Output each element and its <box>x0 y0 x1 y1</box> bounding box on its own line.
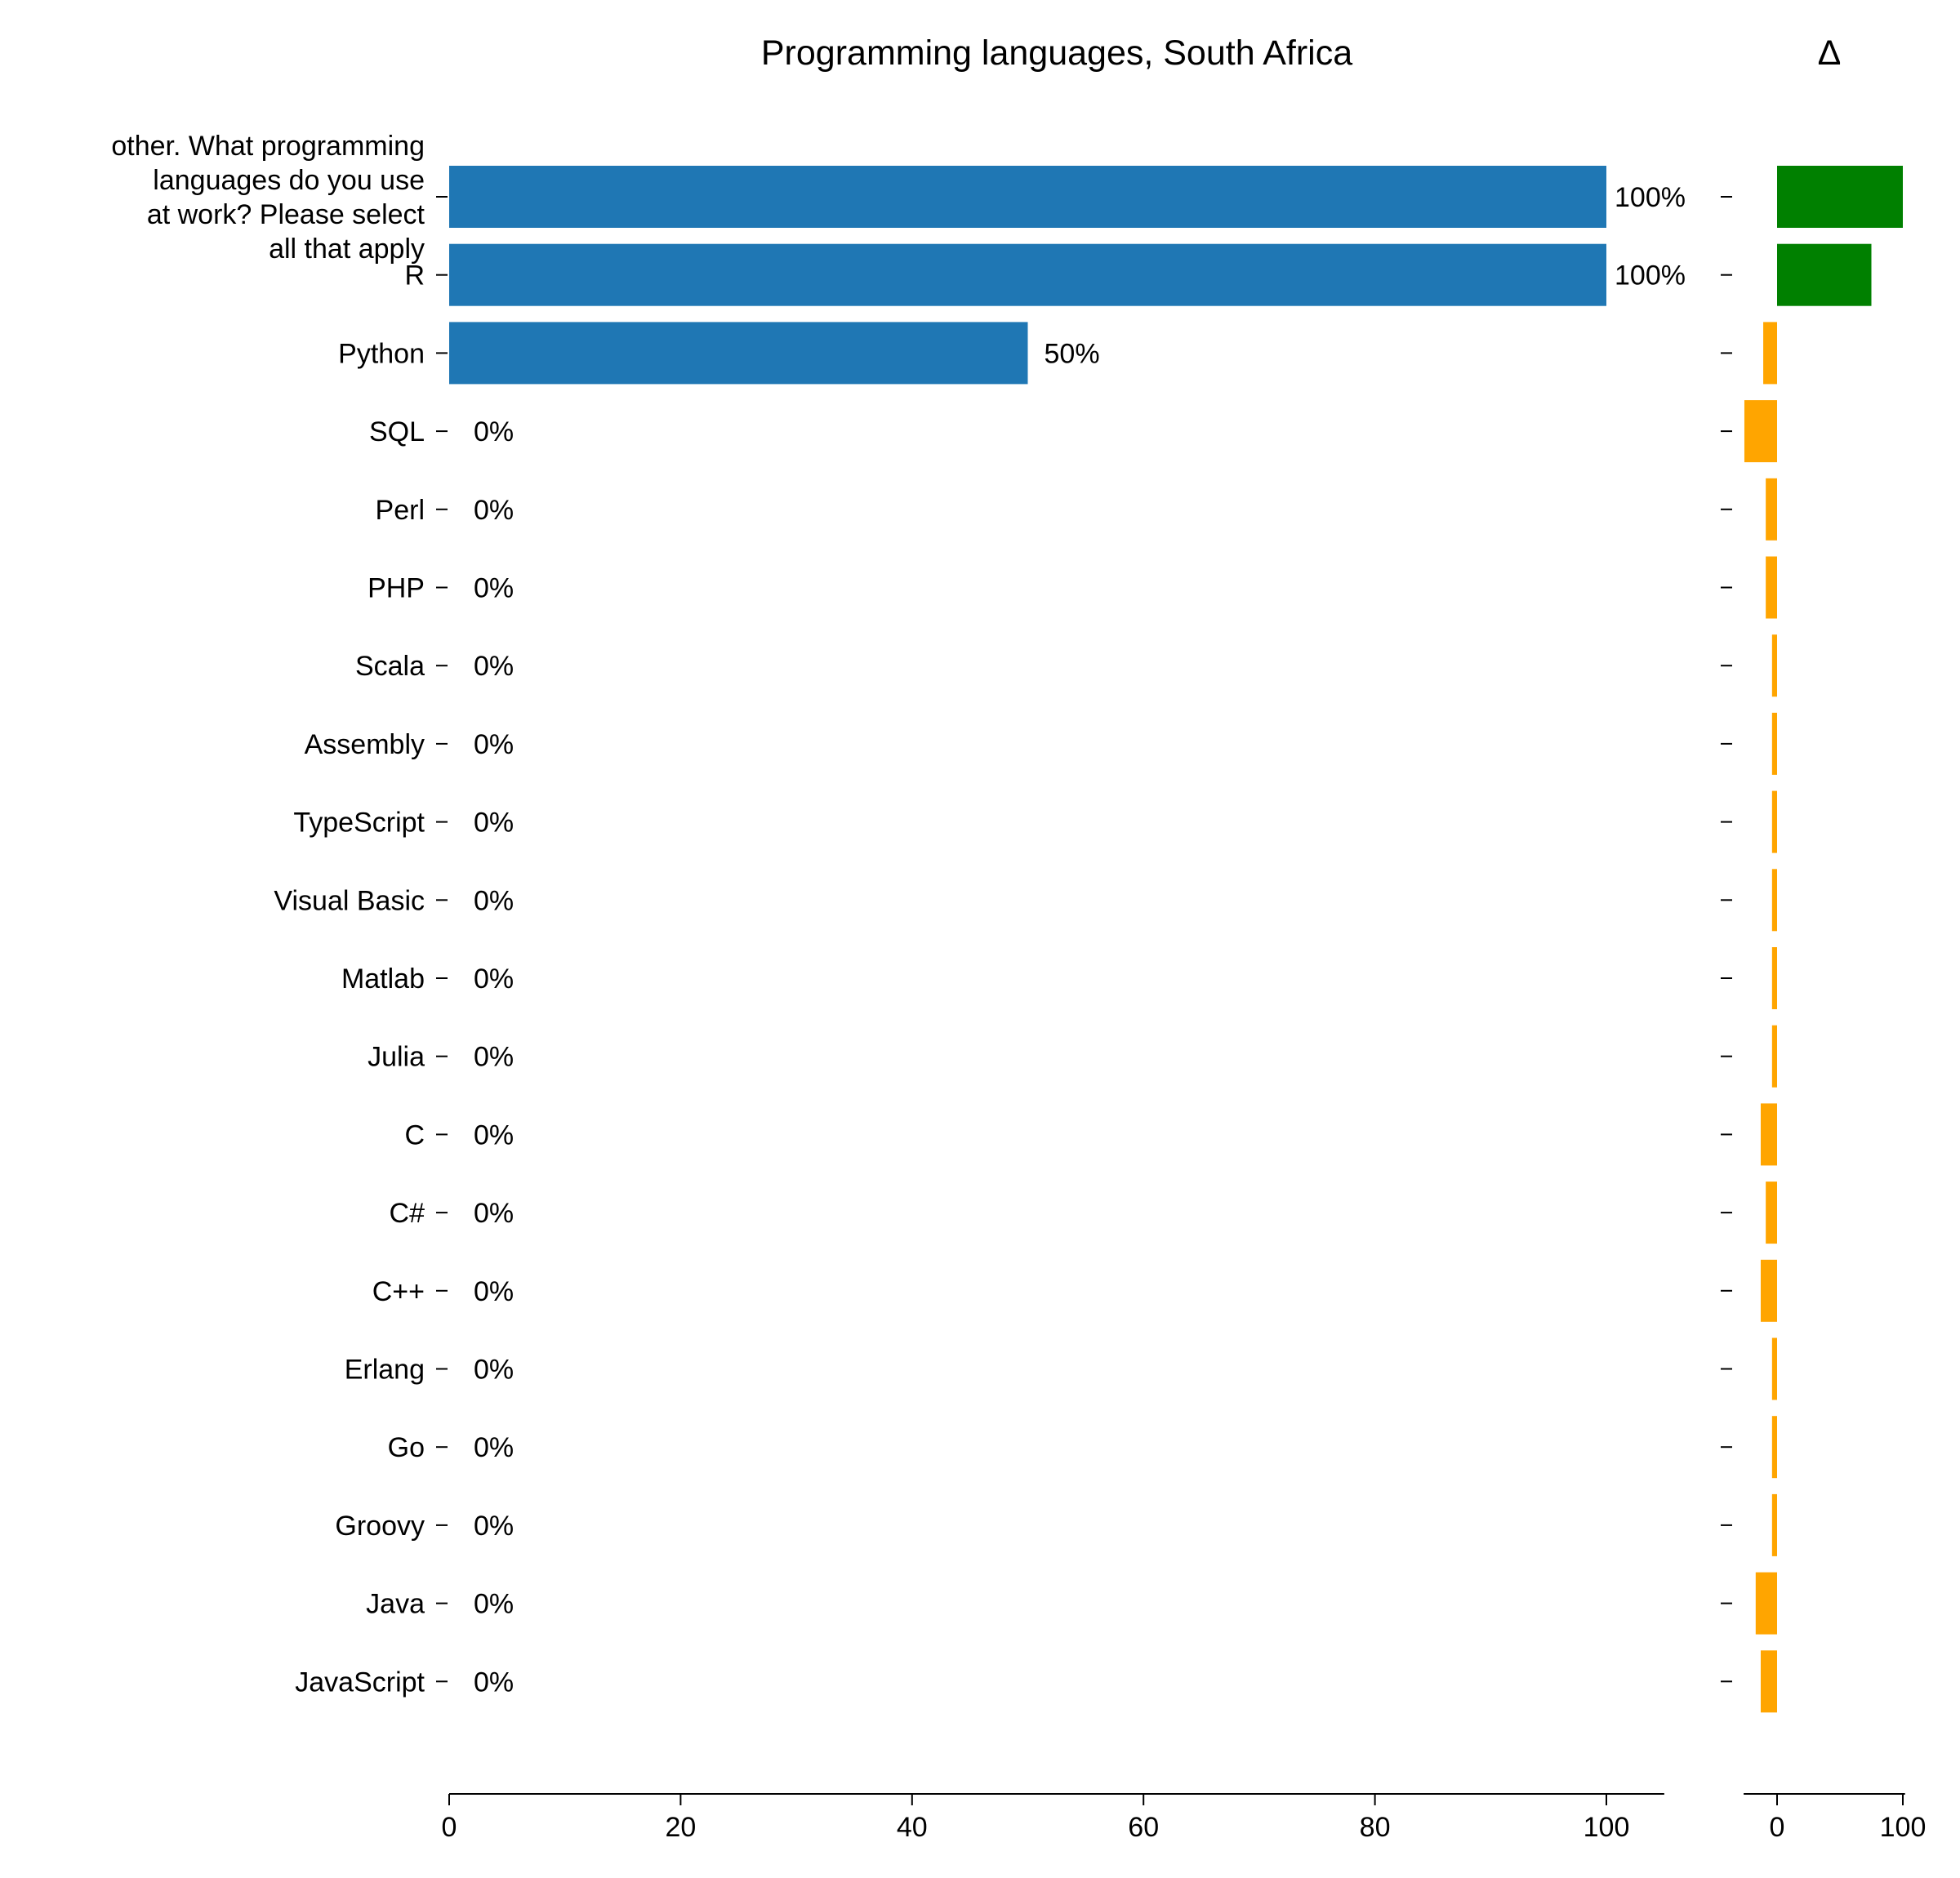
category-label-14: C++ <box>372 1276 425 1307</box>
value-label-8: 0% <box>474 808 514 839</box>
delta-bar-8 <box>1771 790 1777 853</box>
category-label-13: C# <box>390 1198 425 1229</box>
category-label-12: C <box>404 1119 425 1150</box>
delta-bar-0 <box>1777 166 1903 228</box>
delta-bar-14 <box>1760 1259 1777 1322</box>
category-label-10: Matlab <box>341 963 425 995</box>
value-label-9: 0% <box>474 885 514 916</box>
delta-bar-6 <box>1771 634 1777 697</box>
delta-bar-panel: 0 100 <box>1721 166 1926 1843</box>
category-label-9: Visual Basic <box>274 885 425 916</box>
category-label-line: all that apply <box>269 234 425 265</box>
value-label-17: 0% <box>474 1511 514 1542</box>
delta-bar-5 <box>1766 556 1777 619</box>
delta-panel-title: Δ <box>1818 33 1842 73</box>
x-tick-label-2: 40 <box>897 1812 928 1843</box>
value-label-6: 0% <box>474 651 514 682</box>
delta-bar-4 <box>1766 478 1777 541</box>
delta-x-tick-label-0: 0 <box>1770 1812 1785 1843</box>
category-label-11: Julia <box>368 1042 425 1073</box>
main-bar-panel: other. What programming languages do you … <box>111 131 1686 1843</box>
category-label-7: Assembly <box>305 729 425 760</box>
bar-2 <box>449 322 1028 385</box>
value-label-18: 0% <box>474 1589 514 1620</box>
category-label-3: SQL <box>369 416 425 447</box>
value-label-10: 0% <box>474 963 514 995</box>
category-label-0: other. What programming languages do you … <box>111 131 425 265</box>
category-label-15: Erlang <box>345 1355 425 1386</box>
delta-bar-13 <box>1766 1182 1777 1244</box>
bar-0 <box>449 166 1606 228</box>
category-label-18: Java <box>366 1589 425 1620</box>
delta-bar-10 <box>1771 947 1777 1009</box>
value-label-13: 0% <box>474 1198 514 1229</box>
value-label-7: 0% <box>474 729 514 760</box>
delta-bar-2 <box>1763 322 1777 385</box>
value-label-16: 0% <box>474 1432 514 1463</box>
x-tick-label-1: 20 <box>665 1812 696 1843</box>
chart-title: Programming languages, South Africa <box>761 33 1352 73</box>
x-tick-label-3: 60 <box>1128 1812 1159 1843</box>
delta-bar-17 <box>1771 1493 1777 1556</box>
category-label-16: Go <box>388 1432 425 1463</box>
category-label-6: Scala <box>355 651 425 682</box>
x-tick-label-4: 80 <box>1360 1812 1391 1843</box>
category-label-line: other. What programming <box>111 131 425 162</box>
bar-1 <box>449 243 1606 306</box>
value-label-11: 0% <box>474 1042 514 1073</box>
delta-bar-18 <box>1755 1572 1777 1635</box>
delta-bar-3 <box>1744 400 1777 463</box>
value-label-15: 0% <box>474 1355 514 1386</box>
category-label-line: languages do you use <box>153 165 425 196</box>
delta-bar-7 <box>1771 712 1777 775</box>
value-label-1: 100% <box>1615 260 1686 291</box>
delta-x-tick-label-1: 100 <box>1880 1812 1927 1843</box>
delta-bar-11 <box>1771 1025 1777 1088</box>
value-label-5: 0% <box>474 573 514 604</box>
category-label-line: at work? Please select <box>147 199 425 230</box>
delta-bar-1 <box>1777 243 1872 306</box>
delta-bar-15 <box>1771 1337 1777 1400</box>
value-label-12: 0% <box>474 1119 514 1150</box>
value-label-19: 0% <box>474 1667 514 1698</box>
value-label-0: 100% <box>1615 182 1686 213</box>
category-label-19: JavaScript <box>295 1667 425 1698</box>
delta-bar-9 <box>1771 869 1777 932</box>
category-label-8: TypeScript <box>293 808 425 839</box>
delta-bar-16 <box>1771 1416 1777 1479</box>
value-label-4: 0% <box>474 495 514 526</box>
category-label-1: R <box>404 260 425 291</box>
category-label-17: Groovy <box>335 1511 425 1542</box>
x-tick-label-0: 0 <box>442 1812 457 1843</box>
value-label-3: 0% <box>474 416 514 447</box>
x-tick-label-5: 100 <box>1584 1812 1630 1843</box>
delta-bar-19 <box>1760 1650 1777 1713</box>
value-label-2: 50% <box>1045 338 1100 369</box>
delta-bar-12 <box>1760 1103 1777 1166</box>
category-label-5: PHP <box>368 573 425 604</box>
category-label-2: Python <box>338 338 425 369</box>
category-label-4: Perl <box>376 495 425 526</box>
value-label-14: 0% <box>474 1276 514 1307</box>
